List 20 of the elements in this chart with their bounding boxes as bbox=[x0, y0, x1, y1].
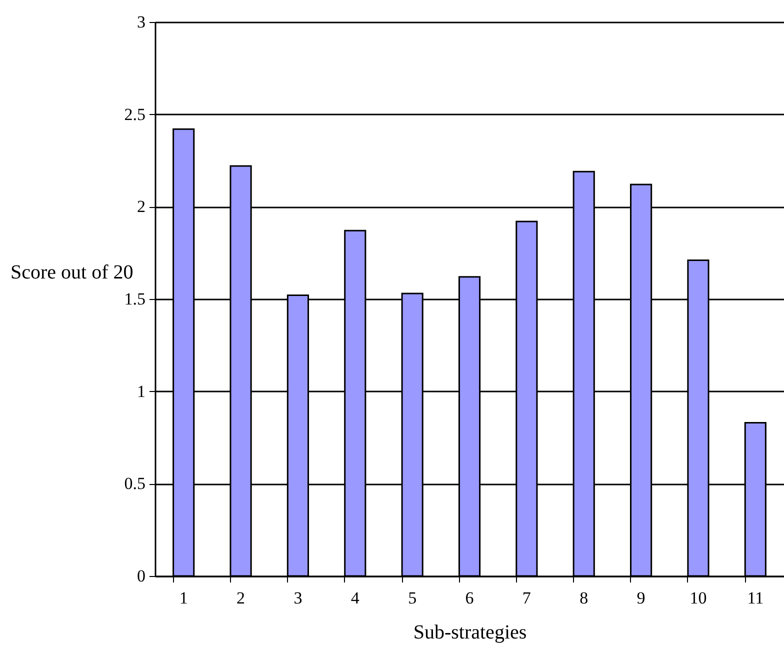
y-tick-label: 0.5 bbox=[124, 474, 146, 494]
x-tick-label: 10 bbox=[690, 588, 707, 608]
x-tick-label: 11 bbox=[747, 588, 764, 608]
x-tick-label: 5 bbox=[408, 588, 417, 608]
x-tick-label: 4 bbox=[350, 588, 360, 608]
y-tick-label: 1.5 bbox=[124, 290, 146, 308]
y-tick-label: 0 bbox=[137, 566, 146, 586]
x-axis-title: Sub-strategies bbox=[413, 622, 527, 644]
x-tick-label: 7 bbox=[522, 588, 532, 608]
x-tick-label: 1 bbox=[179, 588, 188, 608]
x-tick-label: 2 bbox=[236, 588, 246, 608]
x-tick-label: 9 bbox=[636, 588, 646, 608]
y-tick-label: 3 bbox=[137, 12, 146, 32]
x-tick-label: 6 bbox=[465, 588, 474, 608]
y-tick-label: 2.5 bbox=[124, 104, 146, 124]
y-tick-label: 2 bbox=[137, 197, 146, 216]
x-tick-label: 3 bbox=[294, 588, 302, 608]
y-tick-label: 1 bbox=[137, 382, 146, 401]
x-tick-label: 8 bbox=[580, 588, 588, 608]
y-axis-title: Score out of 20 bbox=[10, 262, 134, 284]
